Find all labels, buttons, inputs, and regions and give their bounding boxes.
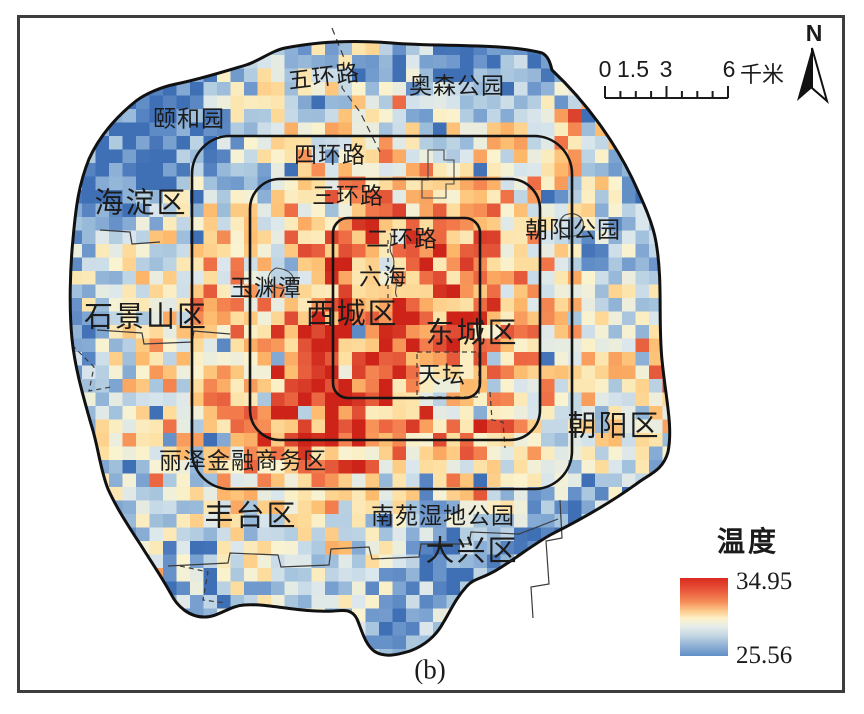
label-summer-palace: 颐和园 — [153, 106, 225, 132]
label-chaoyang-district: 朝阳区 — [567, 410, 661, 443]
figure-caption: (b) — [414, 654, 446, 685]
label-third-ring-road: 三环路 — [312, 183, 384, 209]
scale-bar: 0 1.5 3 6 千米 — [590, 56, 790, 106]
ring-roads — [190, 134, 574, 491]
label-temple-of-heaven: 天坛 — [418, 362, 466, 388]
district-boundary-lines — [71, 27, 563, 619]
scale-unit-label: 千米 — [740, 62, 785, 87]
label-second-ring-road: 二环路 — [366, 226, 438, 252]
label-aosen-park: 奥森公园 — [409, 73, 505, 99]
north-label: N — [805, 20, 823, 46]
label-fourth-ring-road: 四环路 — [294, 142, 366, 168]
label-fengtai-district: 丰台区 — [204, 500, 298, 533]
fourth-ring-road-line — [190, 134, 574, 491]
label-haidian-district: 海淀区 — [94, 187, 188, 220]
scale-tick-label: 1.5 — [617, 56, 649, 82]
second-ring-road-line — [331, 216, 482, 400]
legend-color-ramp — [680, 578, 728, 656]
scale-tick-label: 3 — [659, 56, 673, 82]
label-dongcheng-district: 东城区 — [425, 317, 519, 350]
scale-tick-label: 0 — [598, 56, 612, 82]
north-arrow-icon — [797, 47, 829, 104]
scale-bar-ticks — [604, 86, 729, 99]
label-nanyuan-wetland-park: 南苑湿地公园 — [371, 503, 515, 529]
legend: 温度 34.95 25.56 — [668, 512, 828, 672]
scale-tick-label: 6 — [722, 56, 736, 82]
legend-max-value: 34.95 — [736, 568, 793, 595]
label-lize-business-zone: 丽泽金融商务区 — [159, 448, 327, 474]
north-arrow: N — [794, 22, 834, 108]
label-chaoyang-park: 朝阳公园 — [525, 217, 621, 243]
study-area-boundary — [68, 39, 672, 657]
label-daxing-district: 大兴区 — [425, 535, 519, 568]
label-xicheng-district: 西城区 — [305, 298, 399, 331]
legend-title: 温度 — [716, 527, 780, 558]
label-liuhai-lakes: 六海 — [359, 264, 407, 290]
label-shijingshan-district: 石景山区 — [83, 301, 209, 334]
label-yuyuantan: 玉渊潭 — [230, 275, 302, 301]
third-ring-road-line — [248, 177, 542, 442]
legend-min-value: 25.56 — [736, 642, 793, 669]
